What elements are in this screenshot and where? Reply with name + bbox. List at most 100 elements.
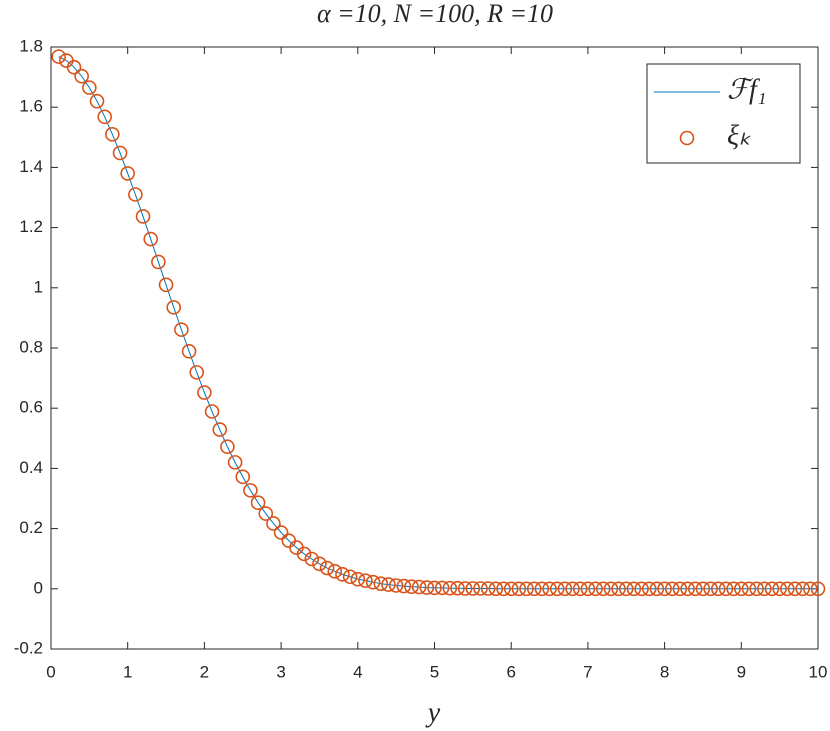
y-tick-label: 0.8 <box>19 337 43 356</box>
marker <box>749 581 764 597</box>
marker <box>465 581 481 596</box>
marker <box>120 166 135 181</box>
chart-title: α =10, N =100, R =10 <box>317 0 553 28</box>
marker <box>496 581 511 597</box>
x-tick-label: 4 <box>353 662 362 681</box>
marker <box>89 93 105 109</box>
y-tick-label: 1 <box>34 277 43 296</box>
marker <box>220 439 235 455</box>
marker <box>135 209 151 224</box>
marker <box>549 581 565 597</box>
marker <box>526 581 542 597</box>
marker <box>718 581 734 597</box>
marker <box>703 581 718 597</box>
x-tick-label: 10 <box>809 662 828 681</box>
marker <box>197 385 212 400</box>
marker <box>534 581 550 597</box>
y-tick-label: 0.6 <box>19 398 43 417</box>
marker <box>810 581 826 597</box>
marker <box>97 109 112 125</box>
marker <box>757 581 772 597</box>
y-tick-label: 1.2 <box>19 217 43 236</box>
marker <box>273 525 289 540</box>
marker <box>312 556 327 572</box>
marker <box>787 581 803 597</box>
marker <box>266 516 281 531</box>
marker <box>680 581 695 597</box>
x-tick-label: 8 <box>660 662 669 681</box>
legend-box <box>646 63 801 164</box>
x-tick-label: 3 <box>276 662 285 681</box>
marker <box>503 581 519 597</box>
marker <box>480 581 496 596</box>
marker <box>143 231 159 247</box>
marker <box>726 581 741 597</box>
marker <box>82 80 97 95</box>
marker <box>365 574 381 590</box>
marker <box>212 422 228 437</box>
marker <box>296 546 312 562</box>
marker <box>710 581 726 597</box>
marker <box>695 581 711 597</box>
marker <box>174 322 189 337</box>
y-tick-label: 0.2 <box>19 518 43 537</box>
marker <box>51 49 66 64</box>
marker <box>128 187 143 202</box>
x-tick-label: 6 <box>506 662 515 681</box>
marker <box>450 580 465 596</box>
marker <box>235 469 251 485</box>
marker <box>66 59 82 75</box>
marker <box>411 579 427 595</box>
x-tick-label: 1 <box>123 662 132 681</box>
marker <box>189 365 205 380</box>
x-tick-label: 5 <box>430 662 439 681</box>
marker <box>803 581 818 597</box>
marker <box>434 580 450 596</box>
marker <box>151 254 166 270</box>
legend-label: ξₖ <box>727 120 752 151</box>
marker <box>404 579 419 594</box>
marker <box>687 581 703 597</box>
marker <box>557 581 573 597</box>
marker <box>618 581 634 597</box>
marker <box>319 560 335 576</box>
marker <box>795 581 810 597</box>
x-tick-label: 0 <box>46 662 55 681</box>
marker <box>764 581 780 597</box>
marker <box>250 495 266 511</box>
marker <box>105 126 120 142</box>
marker <box>342 569 358 585</box>
marker <box>649 581 665 597</box>
marker <box>388 578 404 593</box>
y-tick-label: 0 <box>34 578 43 597</box>
marker <box>457 581 473 596</box>
marker <box>473 581 488 596</box>
marker <box>158 277 174 293</box>
marker <box>381 577 396 592</box>
marker <box>243 483 258 498</box>
x-tick-label: 9 <box>737 662 746 681</box>
marker <box>741 581 757 597</box>
marker <box>634 581 649 597</box>
marker <box>227 455 243 470</box>
marker <box>733 581 749 597</box>
marker <box>595 581 611 597</box>
marker <box>427 580 442 596</box>
marker <box>373 576 389 591</box>
legend-marker <box>679 130 695 146</box>
marker <box>304 551 320 567</box>
y-tick-label: -0.2 <box>14 638 43 657</box>
marker <box>166 300 182 315</box>
x-tick-label: 2 <box>200 662 209 681</box>
marker <box>772 581 787 597</box>
marker <box>672 581 688 597</box>
marker <box>396 578 412 594</box>
marker <box>442 580 458 596</box>
marker <box>181 344 197 359</box>
marker <box>603 581 619 597</box>
marker <box>204 404 220 419</box>
marker <box>542 581 557 597</box>
marker <box>641 581 657 597</box>
